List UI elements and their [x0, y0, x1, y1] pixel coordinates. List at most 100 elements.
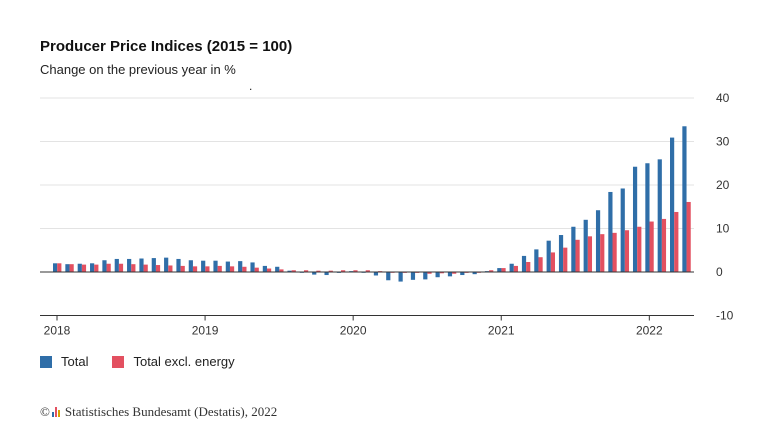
bar-total: [472, 272, 477, 275]
bar-total: [262, 265, 267, 272]
bar-excl-energy: [341, 270, 346, 272]
bar-total: [188, 260, 193, 272]
bar-excl-energy: [649, 221, 654, 272]
bar-total: [164, 257, 169, 272]
bar-excl-energy: [254, 267, 259, 272]
x-tick-label: 2018: [44, 324, 71, 338]
bar-excl-energy: [192, 266, 198, 272]
bar-excl-energy: [94, 264, 99, 272]
bar-excl-energy: [106, 263, 111, 272]
bar-total: [373, 272, 379, 276]
bar-excl-energy: [612, 232, 617, 272]
bar-total: [447, 272, 453, 277]
chart-subtitle: Change on the previous year in %: [40, 62, 236, 77]
bar-total: [657, 159, 662, 272]
bar-excl-energy: [674, 211, 679, 272]
y-tick-label: 40: [716, 91, 730, 105]
bar-total: [176, 258, 181, 272]
bar-excl-energy: [563, 247, 568, 272]
bar-total: [213, 260, 218, 272]
bar-excl-energy: [168, 265, 173, 272]
x-tick-label: 2019: [192, 324, 219, 338]
bar-excl-energy: [452, 272, 457, 274]
bar-excl-energy: [661, 218, 667, 272]
legend-swatch-excl-energy: [112, 355, 125, 368]
y-tick-label: -10: [716, 309, 734, 323]
bar-total: [65, 264, 70, 272]
bar-total: [201, 260, 206, 272]
bar-total: [398, 272, 403, 282]
source-text: Statistisches Bundesamt (Destatis), 2022: [64, 404, 278, 419]
bar-excl-energy: [266, 268, 272, 272]
bar-total: [645, 163, 650, 272]
legend-item-total[interactable]: Total: [40, 354, 88, 369]
y-tick-label: 0: [716, 265, 723, 279]
bar-total: [595, 210, 601, 272]
bar-excl-energy: [155, 265, 161, 272]
bar-total: [682, 126, 687, 272]
bar-total: [583, 219, 588, 272]
bar-excl-energy: [217, 265, 222, 272]
bar-total: [435, 272, 440, 278]
stray-dot: .: [249, 79, 253, 93]
bar-total: [386, 272, 391, 281]
x-tick-label: 2022: [636, 324, 663, 338]
bar-excl-energy: [513, 265, 518, 272]
bar-total: [275, 266, 280, 272]
bar-total: [151, 258, 156, 272]
bar-total: [90, 263, 95, 272]
bar-total: [324, 272, 329, 276]
bar-excl-energy: [501, 268, 506, 272]
bar-total: [139, 258, 144, 272]
bar-excl-energy: [205, 266, 210, 272]
bar-total: [670, 137, 675, 272]
bar-excl-energy: [624, 230, 630, 272]
bar-excl-energy: [316, 270, 321, 272]
bar-total: [77, 263, 82, 272]
bar-total: [546, 240, 551, 272]
bar-excl-energy: [291, 270, 296, 272]
legend: Total Total excl. energy: [40, 354, 259, 369]
bar-excl-energy: [131, 264, 136, 272]
bar-total: [410, 272, 416, 280]
bar-total: [102, 260, 107, 272]
bar-total: [250, 262, 255, 272]
bar-total: [558, 235, 564, 272]
bar-excl-energy: [328, 270, 333, 272]
bar-excl-energy: [538, 257, 543, 272]
bar-excl-energy: [489, 270, 494, 272]
legend-label-total: Total: [61, 354, 89, 369]
bar-total: [632, 166, 638, 272]
legend-label-excl-energy: Total excl. energy: [133, 354, 235, 369]
y-tick-label: 10: [716, 222, 730, 236]
copyright-symbol: ©: [40, 404, 50, 419]
x-tick-label: 2021: [488, 324, 515, 338]
bar-excl-energy: [550, 252, 555, 272]
bar-excl-energy: [587, 236, 593, 272]
bar-total: [114, 258, 119, 272]
y-tick-label: 20: [716, 178, 730, 192]
bar-total: [497, 268, 502, 272]
bar-excl-energy: [439, 272, 444, 274]
bar-total: [534, 249, 539, 272]
bar-excl-energy: [118, 263, 124, 272]
bar-excl-energy: [686, 201, 691, 272]
destatis-logo-icon: [51, 407, 61, 417]
bar-total: [53, 263, 58, 272]
bar-excl-energy: [365, 270, 370, 272]
y-tick-label: 30: [716, 135, 730, 149]
bar-excl-energy: [575, 239, 580, 272]
source-footer: © Statistisches Bundesamt (Destatis), 20…: [40, 404, 277, 420]
legend-swatch-total: [40, 355, 52, 368]
bar-excl-energy: [600, 234, 605, 272]
bar-excl-energy: [57, 263, 62, 272]
bar-excl-energy: [427, 272, 432, 274]
bar-total: [312, 272, 317, 275]
bar-total: [423, 272, 428, 280]
bar-total: [620, 188, 625, 272]
bar-excl-energy: [81, 264, 87, 272]
bar-excl-energy: [242, 266, 247, 272]
legend-item-excl-energy[interactable]: Total excl. energy: [112, 354, 235, 369]
chart-title: Producer Price Indices (2015 = 100): [40, 38, 293, 55]
